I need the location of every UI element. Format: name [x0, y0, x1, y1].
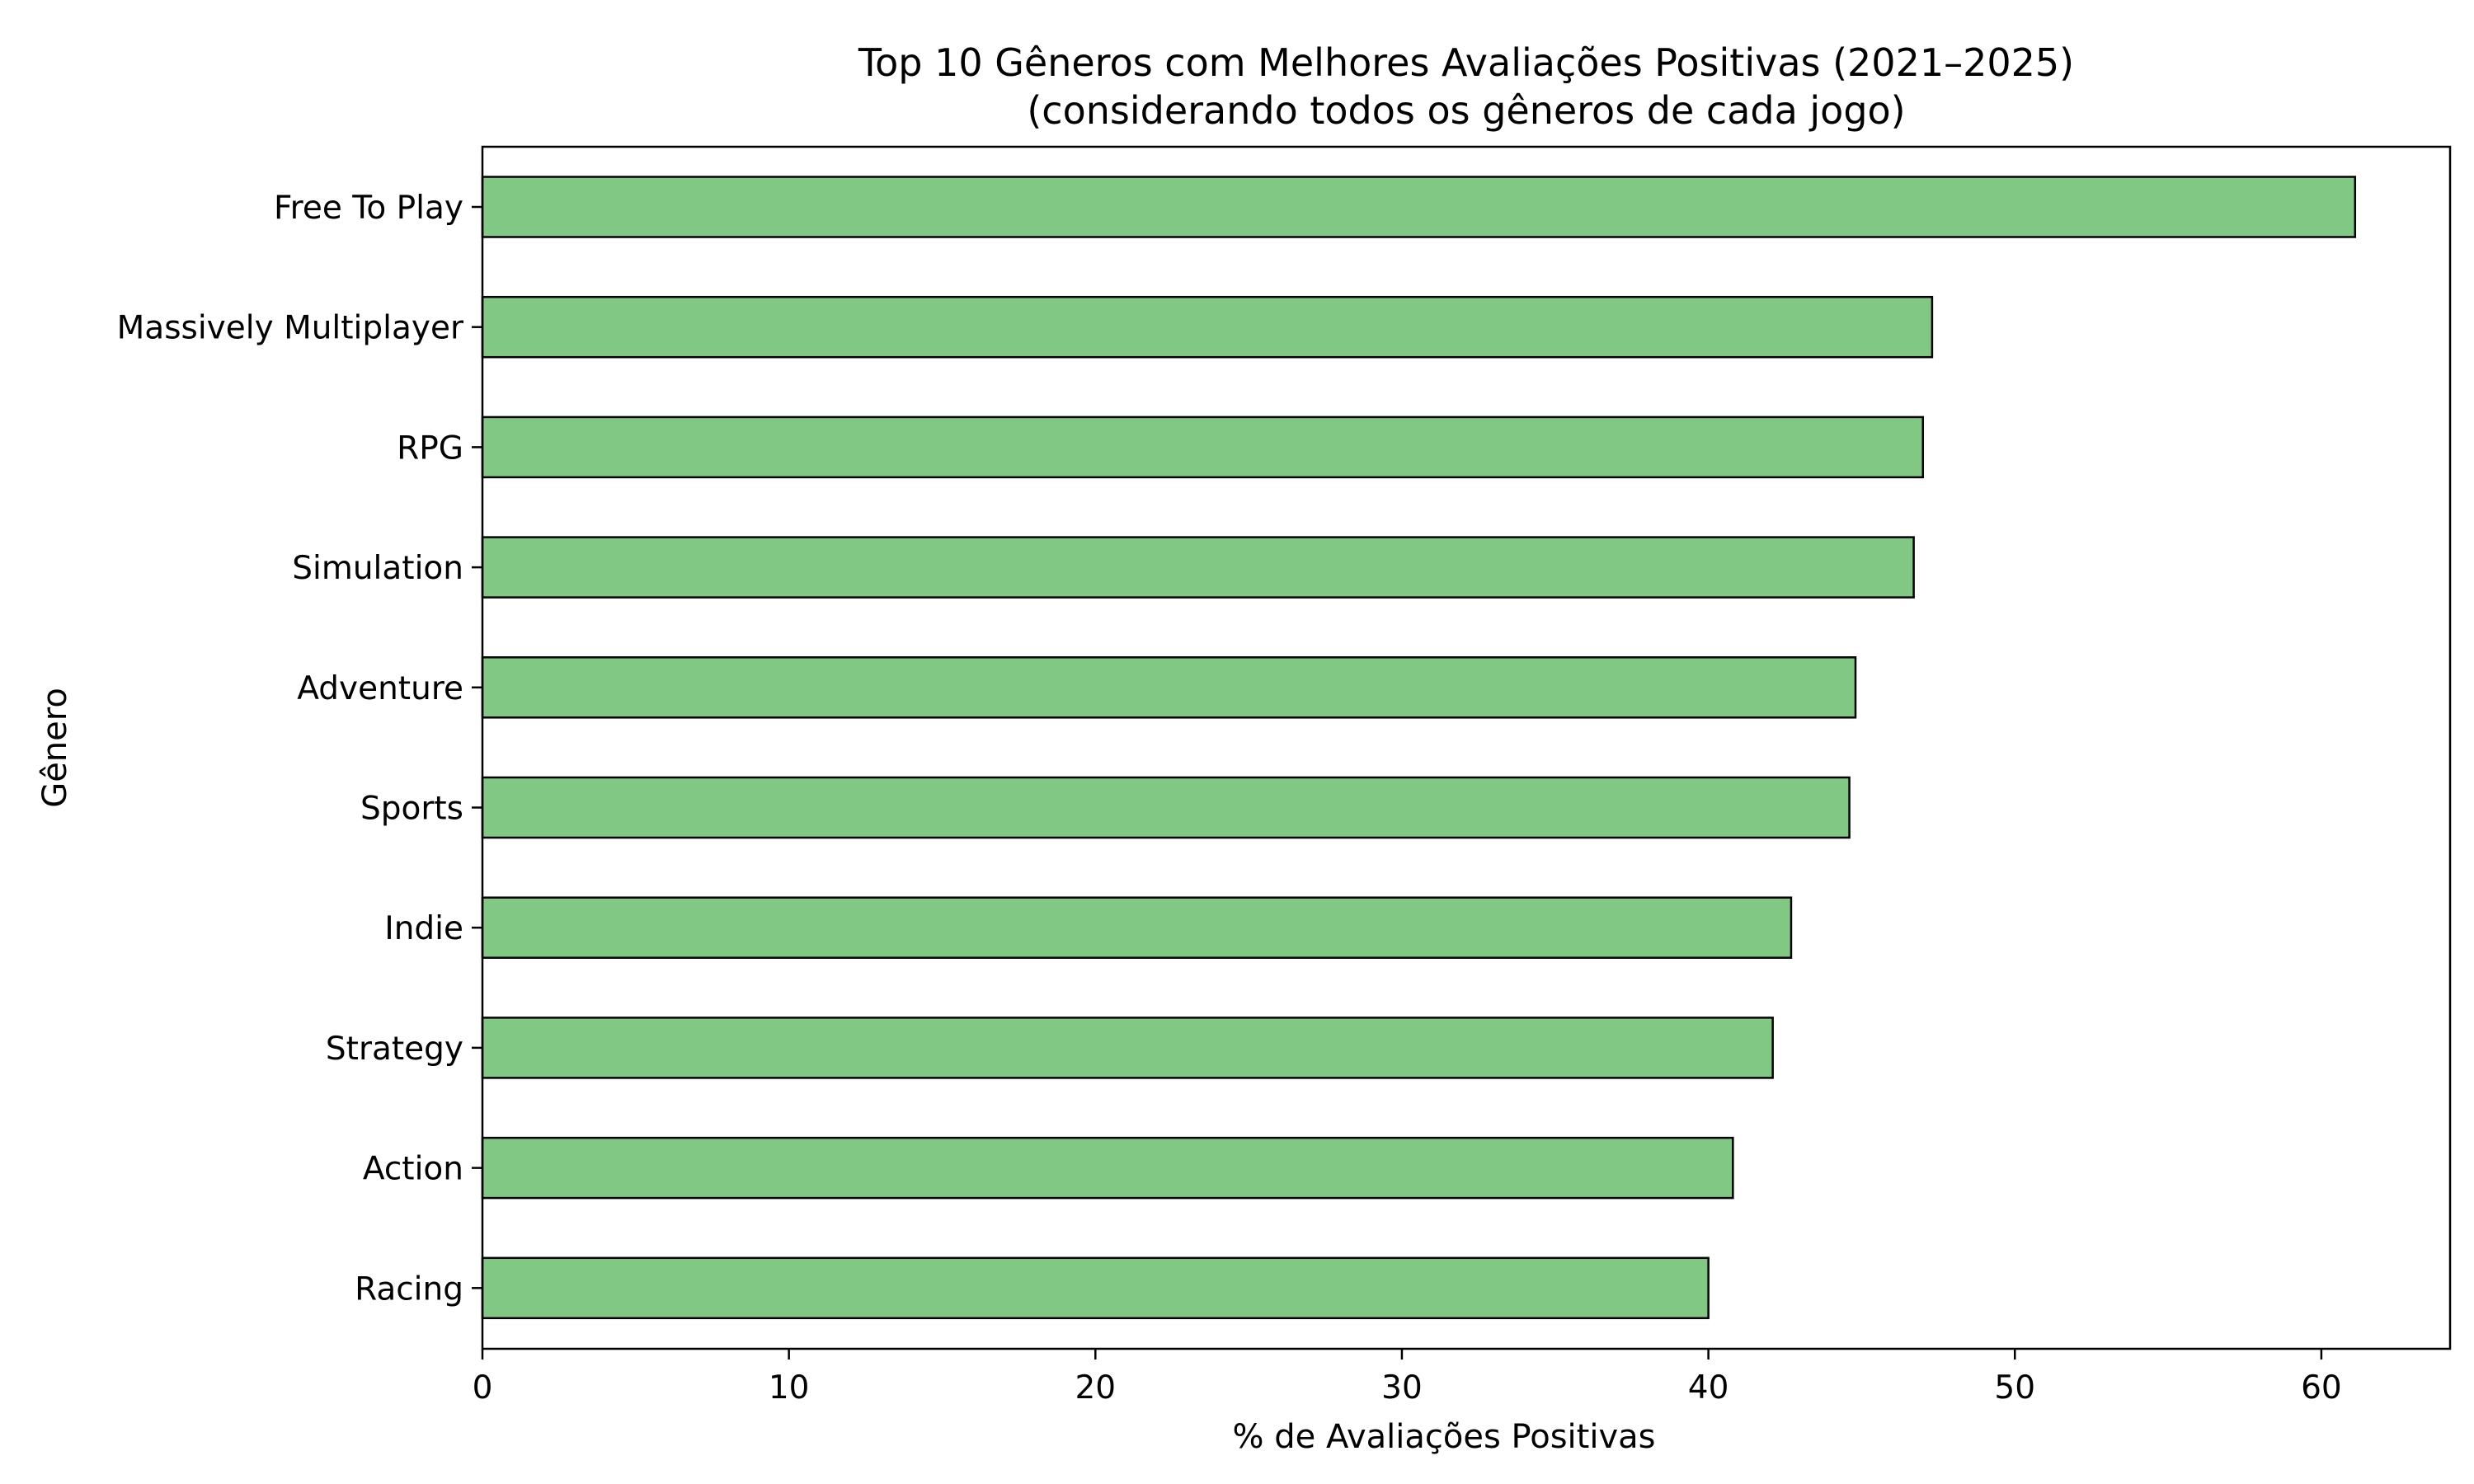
chart-title: Top 10 Gêneros com Melhores Avaliações P… — [858, 40, 2074, 85]
x-tick-label: 20 — [1075, 1369, 1116, 1407]
bar-rpg — [481, 416, 1925, 479]
y-tick-label: Free To Play — [274, 190, 463, 227]
bar-racing — [481, 1256, 1710, 1320]
plot-frame — [481, 145, 2452, 1350]
y-tick-label: Indie — [384, 910, 463, 947]
x-tick-label: 0 — [473, 1369, 493, 1407]
bar-strategy — [481, 1017, 1774, 1079]
bar-indie — [481, 896, 1793, 959]
x-tick-label: 10 — [769, 1369, 810, 1407]
y-tick-label: Sports — [360, 791, 463, 828]
y-tick-label: Action — [363, 1151, 463, 1188]
bar-massively-multiplayer — [481, 295, 1934, 359]
y-axis-label: Gênero — [36, 688, 74, 808]
bar-adventure — [481, 656, 1857, 719]
y-tick-label: Simulation — [292, 550, 463, 587]
x-tick-label: 40 — [1688, 1369, 1729, 1407]
y-tick-label: Adventure — [297, 670, 463, 707]
chart-subtitle: (considerando todos os gêneros de cada j… — [1027, 88, 1905, 133]
x-axis-label: % de Avaliações Positivas — [1233, 1418, 1656, 1456]
bar-action — [481, 1136, 1734, 1200]
bar-sports — [481, 776, 1851, 839]
bars-layer — [481, 176, 2357, 1320]
y-axis-ticks: Free To Play Massively Multiplayer RPG Simu… — [117, 190, 482, 1308]
bar-free-to-play — [481, 176, 2357, 238]
x-axis-ticks: 0 10 20 30 40 50 60 — [473, 1349, 2342, 1407]
bar-simulation — [481, 536, 1915, 599]
y-tick-label: Racing — [355, 1270, 463, 1308]
y-tick-label: Strategy — [326, 1031, 463, 1068]
y-tick-label: Massively Multiplayer — [117, 310, 464, 347]
x-tick-label: 50 — [1994, 1369, 2035, 1407]
x-tick-label: 60 — [2301, 1369, 2342, 1407]
x-tick-label: 30 — [1381, 1369, 1423, 1407]
y-tick-label: RPG — [397, 430, 463, 467]
